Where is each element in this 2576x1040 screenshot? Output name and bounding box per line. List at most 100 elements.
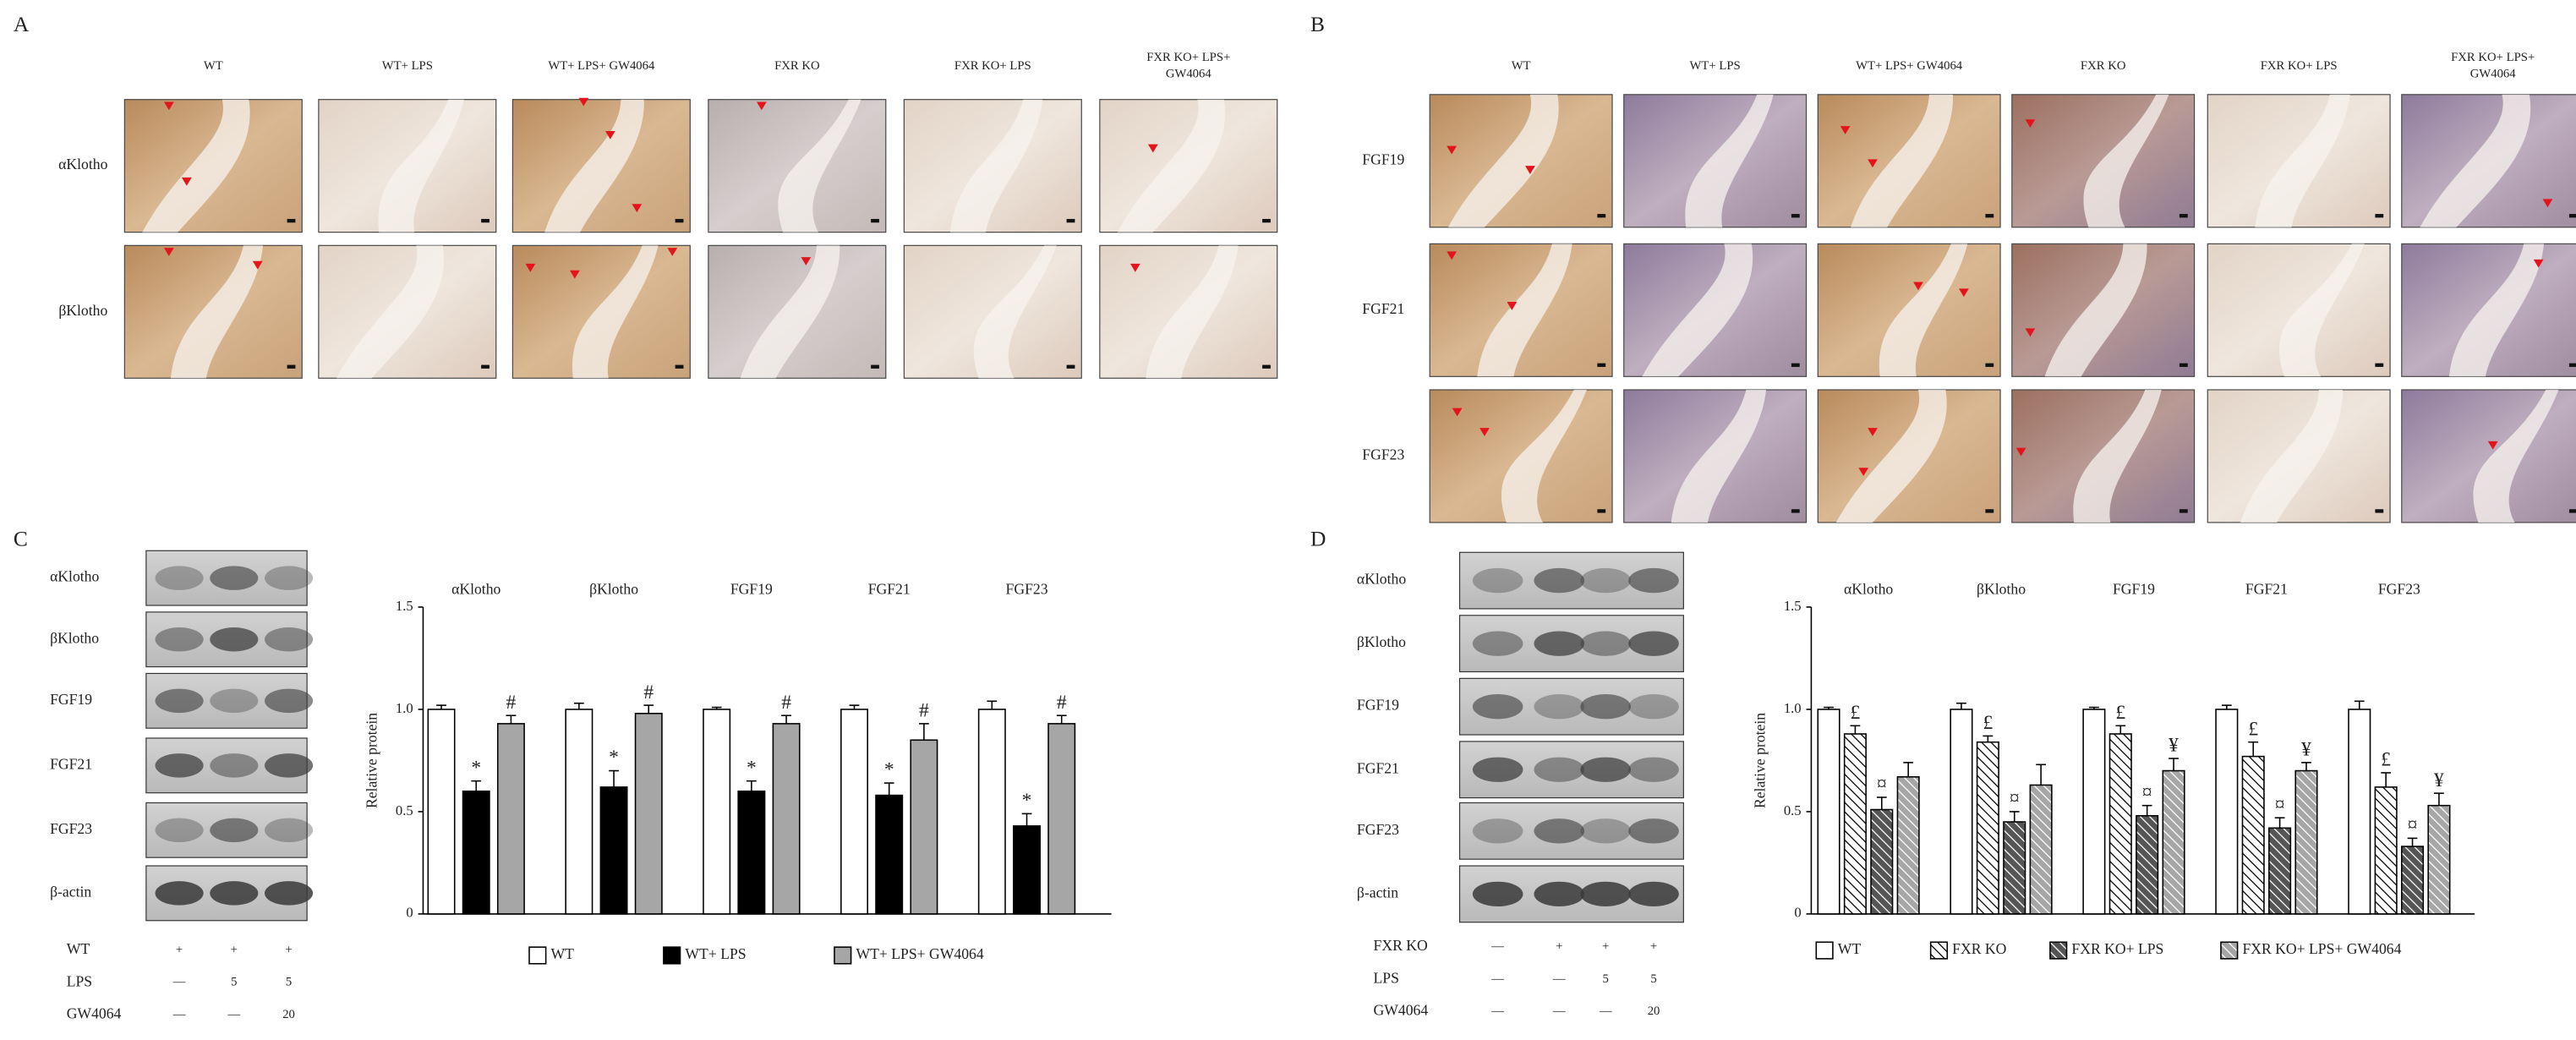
arrowhead (578, 97, 589, 107)
scale-bar (2375, 509, 2384, 513)
bar (2294, 769, 2318, 915)
condition-label: FXR KO (1374, 937, 1428, 954)
bar (840, 709, 868, 915)
blot-band (265, 627, 314, 652)
scale-bar (1791, 214, 1800, 218)
arrowhead (667, 248, 678, 256)
blot-band (1472, 757, 1523, 782)
blot-band (265, 753, 314, 778)
y-axis-label: Relative protein (364, 713, 380, 808)
arrowhead (1525, 166, 1535, 174)
scale-bar (2179, 214, 2188, 218)
legend-swatch (2049, 941, 2068, 960)
arrowhead (252, 260, 263, 270)
condition-label: LPS (1374, 969, 1399, 986)
arrowhead (1479, 428, 1490, 436)
micrograph-lumen (544, 99, 644, 233)
significance-mark: ¤ (2408, 814, 2418, 836)
column-header: FXR KO+ LPS+ (2451, 51, 2535, 64)
arrowhead (2533, 259, 2544, 268)
y-tick-label: 0.5 (1784, 802, 1802, 818)
significance-mark: £ (2248, 718, 2258, 740)
y-tick-label: 0 (406, 905, 413, 921)
significance-mark: * (609, 747, 619, 769)
micrograph-lumen (1671, 390, 1767, 523)
micrograph-lumen (740, 245, 840, 379)
bar (2136, 814, 2159, 915)
scale-bar (1791, 363, 1800, 367)
bar (1013, 825, 1042, 915)
row-label: FGF21 (1362, 300, 1404, 317)
bar (2162, 769, 2185, 915)
micrograph-lumen (142, 99, 250, 233)
significance-mark: ¥ (2169, 735, 2179, 757)
blot-band (265, 818, 314, 843)
blot-band (1472, 694, 1523, 720)
blot-band (1580, 631, 1631, 656)
significance-mark: ¥ (2434, 769, 2444, 791)
significance-mark: £ (2115, 702, 2125, 724)
y-tick-label: 1.5 (1784, 598, 1802, 614)
column-header: FXR KO+ LPS+ (1146, 51, 1230, 64)
bar (2029, 784, 2053, 915)
scale-bar (2568, 214, 2576, 218)
column-header: WT+ LPS+ GW4064 (548, 59, 655, 73)
y-tick-label: 0.5 (396, 802, 413, 818)
lane-value: + (176, 943, 183, 956)
blot-band (1534, 567, 1585, 594)
bar (2241, 755, 2265, 915)
category-label: FGF23 (1006, 580, 1048, 597)
bar (599, 786, 628, 915)
column-header: WT (204, 59, 223, 73)
blot-band (1628, 757, 1679, 782)
row-label: FGF19 (1362, 151, 1404, 167)
row-label: βKlotho (58, 302, 107, 319)
significance-mark: # (781, 692, 791, 714)
scale-bar (1066, 364, 1075, 369)
micrograph-lumen (1477, 244, 1572, 377)
lane-value: + (1602, 940, 1609, 954)
blot-band (210, 566, 259, 590)
lane-value: — (1552, 1004, 1566, 1018)
column-header: WT+ LPS+ GW4064 (1856, 59, 1963, 73)
lane-value: — (1490, 972, 1504, 986)
significance-mark: * (471, 757, 481, 779)
arrowhead (2015, 447, 2026, 457)
bar (1896, 776, 1920, 915)
arrowhead (1452, 408, 1463, 417)
scale-bar (2179, 509, 2188, 513)
scale-bar (287, 364, 296, 369)
scale-bar (1597, 363, 1606, 367)
y-axis-label: Relative protein (1752, 713, 1769, 808)
category-label: FGF23 (2378, 580, 2420, 597)
bar (2348, 709, 2371, 915)
column-header: WT (1512, 59, 1531, 73)
micrograph-lumen (2255, 94, 2350, 227)
blot-label: β-actin (50, 883, 91, 900)
blot-band (1628, 881, 1679, 907)
blot-label: αKlotho (50, 568, 99, 585)
legend-swatch (1815, 941, 1834, 960)
blot-band (210, 881, 259, 906)
bar (2082, 709, 2106, 915)
bar (875, 794, 904, 915)
panel-label: D (1310, 526, 1326, 550)
scale-bar (1597, 509, 1606, 513)
blot-label: FGF19 (50, 691, 92, 708)
category-label: βKlotho (1977, 580, 2026, 597)
micrograph-lumen (2473, 390, 2559, 523)
blot-band (1628, 818, 1679, 844)
blot-band (1628, 567, 1679, 594)
significance-mark: * (884, 759, 894, 781)
scale-bar (871, 218, 879, 223)
bar (2215, 709, 2239, 915)
blot-band (210, 753, 259, 778)
bar (427, 709, 456, 915)
micrograph-lumen (1146, 245, 1239, 379)
micrograph-lumen (2278, 244, 2365, 377)
blot-label: βKlotho (50, 629, 99, 646)
significance-mark: £ (1983, 712, 1993, 734)
bar (2374, 786, 2398, 915)
arrowhead (163, 101, 174, 111)
